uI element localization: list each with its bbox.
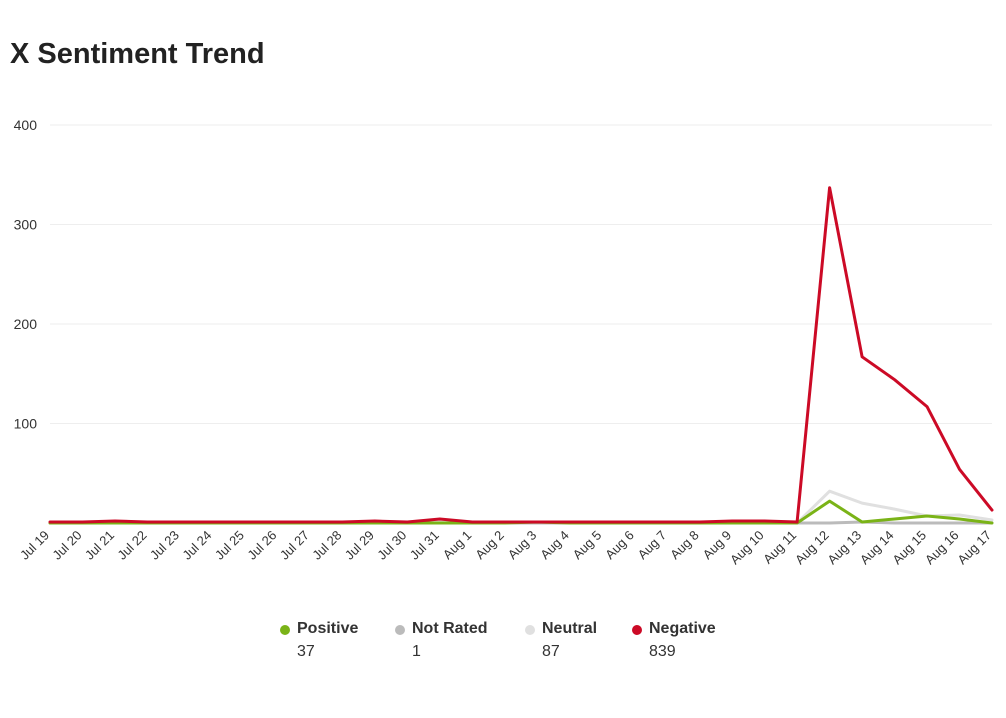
grid-lines xyxy=(50,124,992,524)
legend-dot-icon xyxy=(395,625,405,635)
x-tick-label: Aug 15 xyxy=(889,528,929,568)
legend-count: 87 xyxy=(542,643,560,660)
x-tick-label: Jul 24 xyxy=(179,528,214,563)
y-tick-label: 100 xyxy=(14,416,38,432)
legend-label: Not Rated xyxy=(412,620,488,637)
x-tick-label: Aug 6 xyxy=(602,528,637,563)
series-lines xyxy=(48,186,994,525)
legend-dot-icon xyxy=(632,625,642,635)
legend-dot-icon xyxy=(525,625,535,635)
x-tick-label: Jul 23 xyxy=(147,528,182,563)
legend-dot-icon xyxy=(280,625,290,635)
x-tick-label: Aug 8 xyxy=(667,528,702,563)
legend-count: 839 xyxy=(649,643,676,660)
x-tick-label: Jul 26 xyxy=(244,528,279,563)
x-tick-label: Aug 17 xyxy=(954,528,994,568)
x-tick-label: Aug 10 xyxy=(727,528,767,568)
legend: Positive 37 Not Rated 1 Neutral 87 Negative 839 xyxy=(0,620,1006,670)
x-tick-label: Jul 20 xyxy=(49,528,84,563)
x-tick-label: Aug 11 xyxy=(760,528,799,567)
x-tick-label: Jul 30 xyxy=(374,528,409,563)
x-tick-label: Aug 3 xyxy=(505,528,540,563)
y-tick-label: 300 xyxy=(14,217,38,233)
legend-label: Positive xyxy=(297,620,359,637)
x-tick-label: Aug 12 xyxy=(792,528,832,568)
x-tick-label: Aug 13 xyxy=(824,528,864,568)
x-tick-label: Aug 14 xyxy=(857,528,897,568)
x-tick-label: Jul 29 xyxy=(342,528,377,563)
x-tick-label: Jul 27 xyxy=(277,528,312,563)
chart-title: X Sentiment Trend xyxy=(10,38,265,70)
series-line-neutral xyxy=(48,489,994,525)
series-line-positive xyxy=(48,499,994,525)
x-tick-label: Aug 16 xyxy=(922,528,962,568)
y-tick-label: 400 xyxy=(14,117,38,133)
x-tick-label: Jul 25 xyxy=(212,528,247,563)
x-tick-label: Aug 2 xyxy=(472,528,507,563)
legend-label: Neutral xyxy=(542,620,598,637)
x-tick-label: Jul 22 xyxy=(114,528,149,563)
x-tick-label: Aug 5 xyxy=(570,528,605,563)
legend-label: Negative xyxy=(649,620,716,637)
x-tick-label: Jul 21 xyxy=(82,528,117,563)
x-tick-label: Jul 31 xyxy=(407,528,442,563)
x-tick-label: Aug 1 xyxy=(440,528,475,563)
series-line-negative xyxy=(48,186,994,524)
x-tick-label: Jul 28 xyxy=(309,528,344,563)
x-tick-label: Jul 19 xyxy=(17,528,52,563)
x-tick-label: Aug 4 xyxy=(537,528,572,563)
y-axis-ticks: 100 200 300 400 xyxy=(14,117,38,432)
legend-count: 1 xyxy=(412,643,421,660)
y-tick-label: 200 xyxy=(14,316,38,332)
legend-count: 37 xyxy=(297,643,315,660)
x-tick-label: Aug 7 xyxy=(635,528,670,563)
